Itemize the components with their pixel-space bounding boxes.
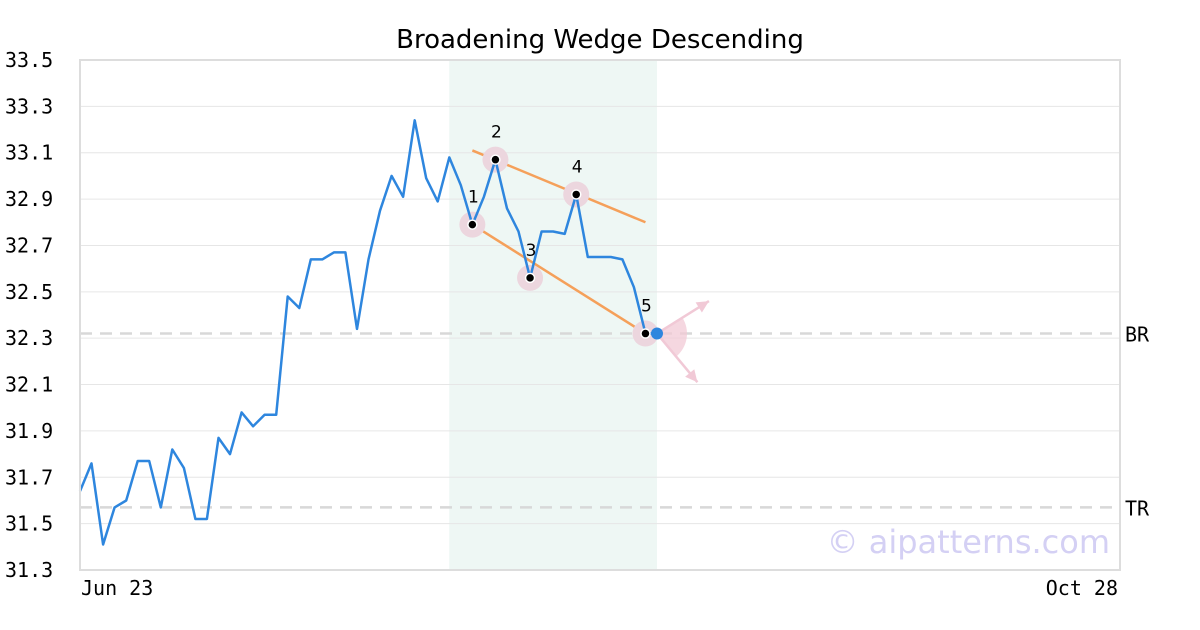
y-axis: 31.3 31.5 31.7 31.9 32.1 32.3 32.5 32.7 32.9 33.1… (5, 48, 53, 582)
pattern-point-3 (524, 272, 536, 284)
trendline-lower (471, 223, 647, 335)
y-tick-label: 32.7 (5, 233, 53, 257)
y-tick-label: 33.5 (5, 48, 53, 72)
pattern-point-1 (467, 219, 478, 230)
chart-title: Broadening Wedge Descending (396, 25, 804, 55)
y-tick-label: 31.5 (5, 512, 53, 536)
y-tick-label: 33.3 (5, 94, 53, 118)
projection-arrowhead (685, 369, 698, 383)
pattern-point-4 (570, 189, 582, 200)
watermark: © aipatterns.com (827, 523, 1110, 561)
pattern-point-label: 4 (572, 157, 583, 177)
price-line (78, 119, 657, 546)
y-tick-label: 31.9 (5, 419, 53, 443)
y-tick-label: 31.3 (5, 558, 53, 582)
y-tick-label: 31.7 (5, 465, 53, 489)
reference-line-label: TR (1125, 496, 1150, 520)
y-tick-label: 32.5 (5, 280, 53, 304)
highlight-band (449, 60, 657, 570)
pattern-point-label: 3 (526, 241, 537, 261)
x-axis: Jun 23 Oct 28 (81, 576, 1118, 600)
reference-line-label: BR (1125, 323, 1150, 347)
y-tick-label: 32.1 (5, 373, 53, 397)
y-tick-label: 33.1 (5, 141, 53, 165)
plot-frame (79, 59, 1121, 571)
projection-sector (657, 317, 687, 357)
pattern-point-2 (490, 154, 501, 165)
pattern-point-label: 5 (641, 297, 652, 317)
projection-arrows (656, 300, 710, 384)
pattern-points: 1 2 3 4 5 (467, 123, 663, 340)
pattern-point-label: 1 (468, 188, 479, 208)
y-tick-label: 32.9 (5, 187, 53, 211)
reference-lines: BR TR (80, 323, 1150, 520)
last-price-marker (651, 327, 663, 340)
pattern-point-5 (640, 328, 651, 339)
y-tick-label: 32.3 (5, 326, 53, 350)
x-tick-label: Oct 28 (1046, 576, 1118, 600)
projection-arrowhead (695, 301, 709, 313)
x-tick-label: Jun 23 (81, 576, 153, 600)
pattern-point-label: 2 (491, 123, 502, 143)
